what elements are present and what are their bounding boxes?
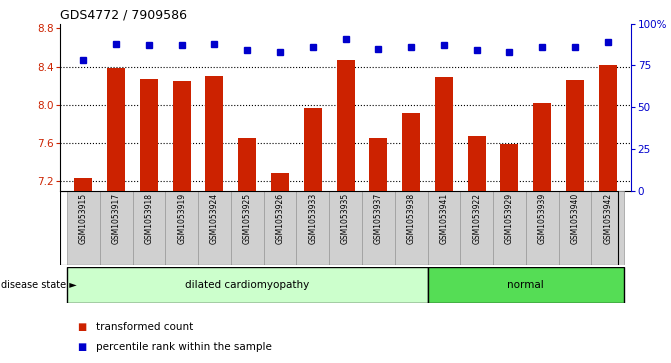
Text: GSM1053919: GSM1053919 (177, 193, 186, 244)
Text: GSM1053929: GSM1053929 (505, 193, 514, 244)
Bar (132, 191, 165, 265)
Text: GSM1053925: GSM1053925 (243, 193, 252, 244)
Bar (395, 191, 427, 265)
Text: GSM1053939: GSM1053939 (537, 193, 547, 244)
Bar (329, 191, 362, 265)
Bar (566, 80, 584, 191)
Bar (427, 191, 460, 265)
Bar (67, 267, 427, 303)
Bar (231, 191, 264, 265)
Bar (402, 113, 420, 191)
Bar (468, 136, 486, 191)
Text: GSM1053924: GSM1053924 (210, 193, 219, 244)
Bar (460, 191, 493, 265)
Bar (435, 77, 453, 191)
Text: ■: ■ (77, 322, 87, 332)
Text: percentile rank within the sample: percentile rank within the sample (96, 342, 272, 352)
Text: GSM1053938: GSM1053938 (407, 193, 415, 244)
Text: GSM1053926: GSM1053926 (276, 193, 285, 244)
Bar (533, 103, 552, 191)
Bar (238, 138, 256, 191)
Text: GSM1053917: GSM1053917 (111, 193, 121, 244)
Bar (140, 79, 158, 191)
Bar (369, 138, 387, 191)
Bar (205, 76, 223, 191)
Bar (526, 191, 559, 265)
Bar (599, 65, 617, 191)
Text: dilated cardiomyopathy: dilated cardiomyopathy (185, 280, 309, 290)
Bar (559, 191, 591, 265)
Text: GSM1053940: GSM1053940 (570, 193, 580, 244)
Bar (264, 191, 297, 265)
Bar (501, 144, 519, 191)
Text: GSM1053915: GSM1053915 (79, 193, 88, 244)
Text: GSM1053941: GSM1053941 (440, 193, 448, 244)
Bar (74, 178, 93, 191)
Bar (591, 191, 624, 265)
Bar (493, 191, 526, 265)
Text: disease state ►: disease state ► (1, 280, 77, 290)
Text: GSM1053918: GSM1053918 (144, 193, 154, 244)
Text: ■: ■ (77, 342, 87, 352)
Text: GSM1053933: GSM1053933 (308, 193, 317, 244)
Bar (172, 81, 191, 191)
Bar (304, 107, 322, 191)
Bar (198, 191, 231, 265)
Text: GSM1053937: GSM1053937 (374, 193, 383, 244)
Text: normal: normal (507, 280, 544, 290)
Bar (100, 191, 132, 265)
Bar (297, 191, 329, 265)
Bar (67, 191, 100, 265)
Text: GSM1053942: GSM1053942 (603, 193, 613, 244)
Bar (362, 191, 395, 265)
Bar (271, 174, 289, 191)
Text: GDS4772 / 7909586: GDS4772 / 7909586 (60, 8, 187, 21)
Text: GSM1053922: GSM1053922 (472, 193, 481, 244)
Bar (165, 191, 198, 265)
Bar (337, 60, 354, 191)
Text: transformed count: transformed count (96, 322, 193, 332)
Bar (107, 69, 125, 191)
Text: GSM1053935: GSM1053935 (341, 193, 350, 244)
Bar (427, 267, 624, 303)
